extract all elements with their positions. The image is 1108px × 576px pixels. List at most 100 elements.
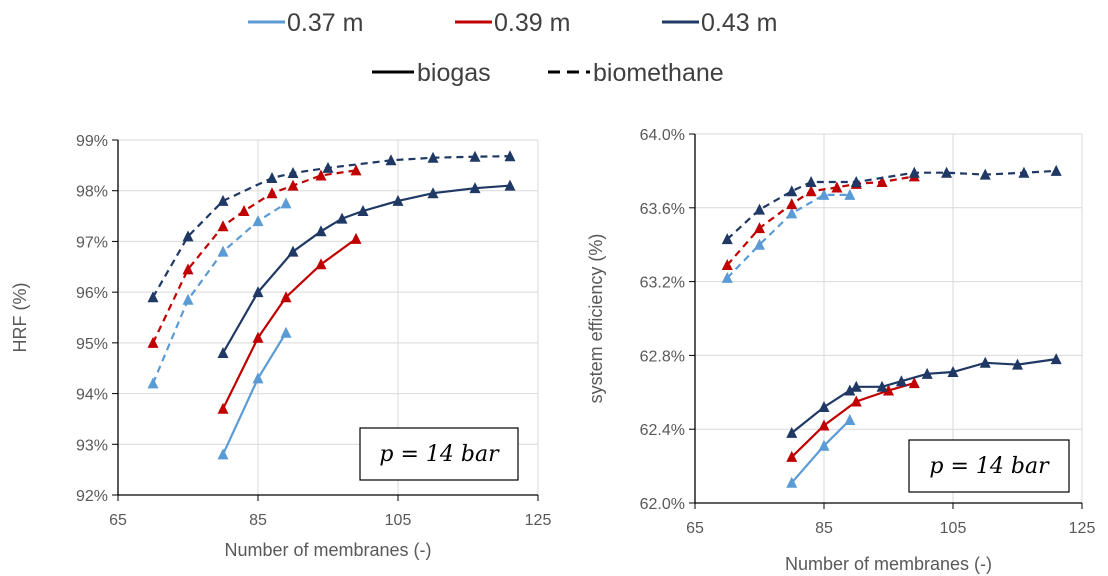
data-point — [287, 179, 299, 191]
data-point — [287, 245, 299, 257]
series-line — [726, 169, 1057, 241]
series-039m-biomethane — [147, 164, 362, 348]
legend-style-label-biomethane: biomethane — [593, 59, 724, 87]
data-point — [238, 205, 250, 216]
data-point — [1050, 353, 1062, 365]
data-point — [427, 187, 439, 199]
data-point — [844, 413, 856, 425]
data-point — [805, 185, 817, 197]
data-point — [315, 225, 327, 237]
legend-label-1: 0.37 m — [287, 9, 363, 37]
y-tick-label: 94% — [76, 387, 108, 404]
data-point — [721, 233, 733, 245]
series-line — [152, 169, 357, 344]
data-point — [315, 169, 327, 181]
data-point — [818, 419, 830, 431]
data-point — [818, 401, 830, 413]
chart-system-efficiency: 62.0% 62.4% 62.8% 63.2% 63.6% 64.0% 65 85 105 125… — [586, 127, 1095, 574]
data-point — [947, 366, 959, 378]
x-tick-label: 65 — [109, 512, 127, 529]
data-point — [941, 166, 953, 178]
legend-style-label-biogas: biogas — [417, 59, 491, 87]
data-point — [252, 331, 264, 343]
data-point — [754, 222, 765, 234]
data-point — [504, 150, 516, 162]
data-point — [350, 232, 362, 244]
y-tick-label: 64.0% — [640, 127, 685, 144]
data-point — [217, 402, 229, 414]
y-tick-label: 62.0% — [640, 496, 685, 513]
data-point — [754, 203, 765, 215]
x-tick-label: 85 — [249, 512, 267, 529]
data-point — [322, 161, 334, 173]
data-point — [979, 168, 991, 180]
data-point — [850, 380, 862, 392]
data-point — [315, 258, 327, 270]
series-037m-biomethane — [721, 188, 856, 283]
data-point — [504, 179, 516, 191]
data-point — [979, 356, 991, 368]
data-point — [721, 258, 733, 270]
series-043m-biomethane — [147, 150, 516, 303]
data-point — [182, 230, 194, 242]
series-line — [726, 193, 850, 279]
data-point — [280, 326, 292, 338]
series-039m-biogas — [786, 377, 920, 462]
x-tick-label: 125 — [525, 512, 552, 529]
series-line — [222, 184, 511, 354]
data-point — [147, 336, 159, 348]
data-point — [1012, 358, 1023, 370]
data-point — [805, 175, 817, 187]
data-point — [1018, 166, 1030, 178]
data-point — [786, 476, 798, 488]
y-axis-label: system efficiency (%) — [586, 234, 606, 404]
y-tick-label: 93% — [76, 437, 108, 454]
x-tick-label: 105 — [385, 512, 412, 529]
annotation-box — [908, 439, 1070, 493]
data-point — [147, 291, 159, 303]
data-point — [280, 291, 292, 303]
data-point — [182, 263, 194, 275]
chart-hrf: 92% 93% 94% 95% 96% 97% 98% 99% 65 85 105 125 Number… — [10, 133, 551, 560]
legend-label-3: 0.43 m — [701, 9, 777, 37]
data-point — [266, 172, 278, 184]
series-039m-biogas — [217, 232, 362, 414]
data-point — [876, 175, 888, 187]
y-tick-label: 92% — [76, 488, 108, 505]
y-tick-label: 63.2% — [640, 275, 685, 292]
data-point — [350, 164, 362, 176]
data-point — [252, 372, 264, 384]
data-point — [754, 238, 765, 250]
data-point — [280, 197, 292, 209]
y-tick-label: 96% — [76, 285, 108, 302]
data-point — [786, 198, 798, 210]
data-point — [217, 245, 229, 257]
data-point — [336, 212, 348, 224]
data-point — [850, 175, 862, 187]
x-tick-label: 65 — [686, 520, 704, 537]
x-axis-label: Number of membranes (-) — [224, 540, 431, 560]
data-point — [147, 377, 159, 389]
data-point — [1050, 164, 1062, 176]
data-point — [469, 182, 481, 194]
data-point — [844, 188, 856, 200]
data-point — [818, 188, 830, 200]
series-line — [726, 175, 915, 266]
data-point — [217, 347, 229, 358]
series-037m-biogas — [786, 413, 856, 488]
data-point — [786, 207, 798, 219]
annotation-box — [359, 427, 519, 481]
y-tick-label: 63.6% — [640, 201, 685, 218]
data-point — [831, 181, 843, 193]
data-point — [786, 185, 798, 197]
data-point — [217, 448, 229, 460]
legend-label-2: 0.39 m — [494, 9, 570, 37]
data-point — [844, 384, 856, 396]
data-point — [908, 377, 920, 389]
data-point — [721, 271, 733, 283]
data-point — [392, 194, 404, 206]
series-043m-biogas — [217, 179, 516, 358]
annotation-text: p = 14 bar — [929, 454, 1050, 479]
data-point — [876, 380, 888, 392]
